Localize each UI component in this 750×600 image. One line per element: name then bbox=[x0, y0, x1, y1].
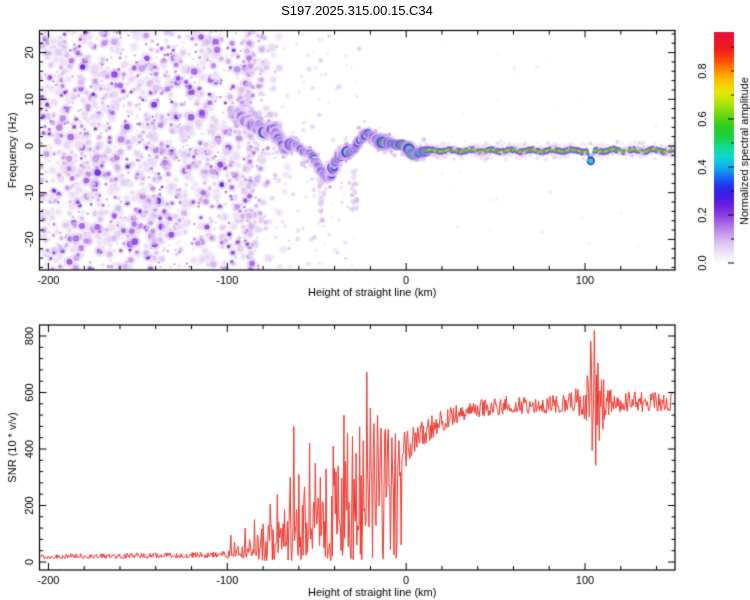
figure-title: S197.2025.315.00.15.C34 bbox=[281, 3, 433, 18]
